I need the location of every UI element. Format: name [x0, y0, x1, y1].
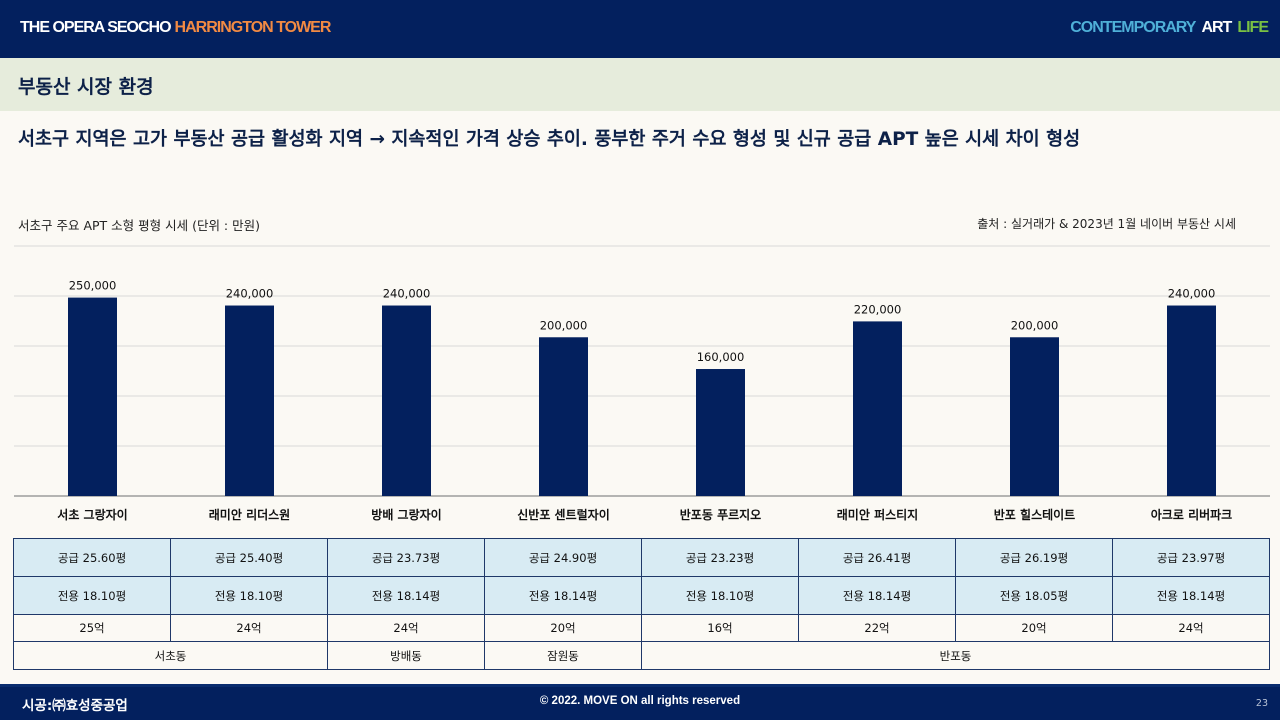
bar [1167, 305, 1216, 496]
price-cell: 20억 [484, 614, 642, 642]
chart-title: 서초구 주요 APT 소형 평형 시세 (단위 : 만원) [18, 218, 260, 233]
supply-cell: 공급 23.23평 [641, 538, 799, 577]
tagline-contemporary: CONTEMPORARY [1070, 19, 1196, 36]
supply-row: 공급 25.60평 공급 25.40평 공급 23.73평 공급 24.90평 … [13, 538, 1270, 577]
bar-value-label: 160,000 [697, 350, 745, 364]
district-cell-banpo: 반포동 [641, 641, 1270, 670]
exclusive-cell: 전용 18.05평 [955, 576, 1113, 615]
brand-title: THE OPERA SEOCHO HARRINGTON TOWER [20, 19, 332, 37]
bar [382, 305, 431, 496]
bar-value-label: 240,000 [383, 287, 431, 301]
category-label: 아크로 리버파크 [1151, 507, 1232, 522]
district-cell-jamwon: 잠원동 [484, 641, 642, 670]
exclusive-cell: 전용 18.10평 [170, 576, 328, 615]
exclusive-row: 전용 18.10평 전용 18.10평 전용 18.14평 전용 18.14평 … [13, 576, 1270, 615]
price-cell: 25억 [13, 614, 171, 642]
supply-cell: 공급 26.19평 [955, 538, 1113, 577]
category-label: 신반포 센트럴자이 [517, 507, 610, 522]
supply-cell: 공급 25.60평 [13, 538, 171, 577]
district-row: 서초동 방배동 잠원동 반포동 [13, 641, 1270, 670]
exclusive-cell: 전용 18.14평 [1112, 576, 1270, 615]
footer-divider [0, 684, 1280, 687]
supply-cell: 공급 25.40평 [170, 538, 328, 577]
builder-label: 시공:㈜효성중공업 [22, 698, 128, 714]
section-band: 부동산 시장 환경 [0, 58, 1280, 111]
category-label: 반포 힐스테이트 [994, 507, 1075, 522]
supply-cell: 공급 24.90평 [484, 538, 642, 577]
brand-name: THE OPERA SEOCHO [20, 19, 172, 36]
page-number: 23 [1255, 698, 1268, 709]
supply-cell: 공급 23.73평 [327, 538, 485, 577]
bar [853, 321, 902, 496]
bar [225, 305, 274, 496]
district-cell-seocho: 서초동 [13, 641, 328, 670]
tagline-life: LIFE [1237, 19, 1269, 36]
price-cell: 24억 [327, 614, 485, 642]
exclusive-cell: 전용 18.14평 [484, 576, 642, 615]
category-label: 래미안 퍼스티지 [837, 507, 918, 522]
spec-table: 공급 25.60평 공급 25.40평 공급 23.73평 공급 24.90평 … [13, 538, 1270, 670]
price-cell: 22억 [798, 614, 956, 642]
exclusive-cell: 전용 18.14평 [327, 576, 485, 615]
price-cell: 24억 [170, 614, 328, 642]
exclusive-cell: 전용 18.14평 [798, 576, 956, 615]
price-cell: 24억 [1112, 614, 1270, 642]
bar-value-label: 200,000 [540, 318, 588, 332]
top-bar: THE OPERA SEOCHO HARRINGTON TOWER CONTEMP… [0, 0, 1280, 58]
exclusive-cell: 전용 18.10평 [641, 576, 799, 615]
price-row: 25억 24억 24억 20억 16억 22억 20억 24억 [13, 614, 1270, 642]
headline: 서초구 지역은 고가 부동산 공급 활성화 지역 → 지속적인 가격 상승 추이… [18, 129, 1081, 150]
exclusive-cell: 전용 18.10평 [13, 576, 171, 615]
category-label: 래미안 리더스원 [209, 507, 290, 522]
chart-source: 출처 : 실거래가 & 2023년 1월 네이버 부동산 시세 [977, 217, 1236, 231]
bar-value-label: 240,000 [226, 287, 274, 301]
bar [1010, 337, 1059, 496]
tagline-art: ART [1201, 19, 1232, 36]
bar-value-label: 250,000 [69, 279, 117, 293]
supply-cell: 공급 26.41평 [798, 538, 956, 577]
footer-bar: 시공:㈜효성중공업 © 2022. MOVE ON all rights res… [0, 684, 1280, 720]
category-label: 서초 그랑자이 [57, 507, 127, 522]
bar-value-label: 220,000 [854, 302, 902, 316]
section-title: 부동산 시장 환경 [18, 76, 154, 98]
bar-value-label: 200,000 [1011, 318, 1059, 332]
brand-accent: HARRINGTON TOWER [174, 19, 332, 36]
price-cell: 16억 [641, 614, 799, 642]
tagline: CONTEMPORARY ART LIFE [1070, 19, 1269, 37]
category-label: 반포동 푸르지오 [680, 507, 761, 522]
bar-value-label: 240,000 [1168, 287, 1216, 301]
bar [68, 297, 117, 496]
bar-chart: 250,000 서초 그랑자이 240,000 래미안 리더스원 240,000 방배 그… [14, 245, 1270, 522]
price-cell: 20억 [955, 614, 1113, 642]
bar [539, 337, 588, 496]
supply-cell: 공급 23.97평 [1112, 538, 1270, 577]
category-label: 방배 그랑자이 [371, 507, 441, 522]
copyright: © 2022. MOVE ON all rights reserved [539, 695, 741, 707]
bar [696, 369, 745, 496]
district-cell-bangbae: 방배동 [327, 641, 485, 670]
